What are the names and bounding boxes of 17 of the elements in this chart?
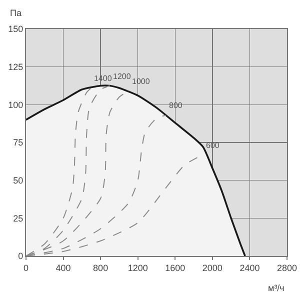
x-axis-title: м³/ч: [268, 283, 285, 293]
y-tick-label: 75: [13, 138, 24, 148]
x-tick-label: 2800: [276, 262, 298, 273]
y-axis-title: Па: [10, 8, 22, 18]
series-label: 1200: [113, 72, 132, 81]
x-tick-label: 1600: [165, 262, 186, 273]
x-tick-label: 400: [56, 262, 71, 273]
x-tick-label: 2400: [240, 262, 260, 273]
x-tick-label: 1200: [128, 262, 148, 273]
x-tick-label: 2000: [202, 262, 222, 273]
y-tick-label: 125: [8, 62, 24, 72]
y-tick-label: 150: [8, 24, 24, 34]
y-tick-label: 100: [8, 100, 24, 110]
x-tick-label: 800: [93, 262, 108, 273]
y-tick-label: 0: [18, 251, 24, 262]
y-tick-label: 50: [13, 175, 24, 186]
y-tick-label: 25: [13, 213, 24, 224]
